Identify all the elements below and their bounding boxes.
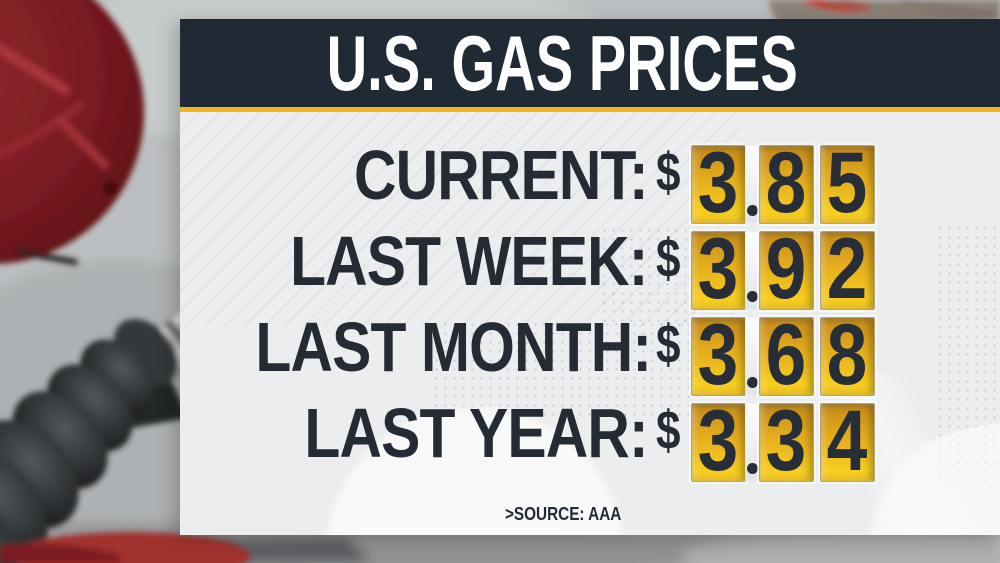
price-digit-tile: 9 xyxy=(759,226,813,312)
price-digit-tile: 3 xyxy=(691,312,745,398)
source-credit: >SOURCE: AAA xyxy=(505,504,622,524)
price-digit: 3 xyxy=(697,134,739,231)
price-digit-tile: 3 xyxy=(691,398,745,484)
page-title: U.S. GAS PRICES xyxy=(326,19,798,107)
price-label-box: LAST WEEK: xyxy=(180,221,649,319)
price-digit: 3 xyxy=(765,392,807,489)
dollar-sign: $ xyxy=(656,313,681,375)
price-digit: 2 xyxy=(826,220,868,317)
dollar-sign: $ xyxy=(656,141,681,203)
price-digit-tile: 2 xyxy=(820,226,874,312)
price-digit-tile: 3 xyxy=(759,398,813,484)
price-label-box: CURRENT: xyxy=(180,135,649,233)
header-bar: U.S. GAS PRICES xyxy=(180,19,1000,107)
price-digit: 5 xyxy=(826,134,868,231)
glove-texture xyxy=(768,0,1000,24)
dollar-sign: $ xyxy=(656,399,681,461)
price-digit: 8 xyxy=(826,306,868,403)
nozzle-bellows xyxy=(0,319,179,563)
decimal-point-gap xyxy=(744,404,760,481)
price-digit-tile: 3 xyxy=(691,140,745,226)
price-digit: 6 xyxy=(765,306,807,403)
decimal-point xyxy=(746,463,758,474)
price-digit-tile: 4 xyxy=(820,398,874,484)
price-digit: 3 xyxy=(697,220,739,317)
decimal-point-gap xyxy=(744,232,760,309)
price-digit-tile: 6 xyxy=(759,312,813,398)
price-label-box: LAST MONTH: xyxy=(180,307,652,405)
price-digit: 3 xyxy=(697,306,739,403)
price-row-label: CURRENT: xyxy=(354,135,649,214)
decimal-point xyxy=(746,291,758,302)
price-row-label: LAST YEAR: xyxy=(304,393,649,472)
price-digit: 9 xyxy=(765,220,807,317)
price-digit-tile: 5 xyxy=(820,140,874,226)
decimal-point xyxy=(746,205,758,216)
price-label-box: LAST YEAR: xyxy=(180,393,649,491)
dollar-sign: $ xyxy=(656,227,681,289)
price-digit-tile: 8 xyxy=(820,312,874,398)
price-digit-tile: 3 xyxy=(691,226,745,312)
decimal-point xyxy=(746,377,758,388)
price-digit: 8 xyxy=(765,134,807,231)
price-digit: 4 xyxy=(826,392,868,489)
gas-can-cap xyxy=(0,0,144,265)
price-row-label: LAST WEEK: xyxy=(290,221,649,300)
decimal-point-gap xyxy=(744,146,760,223)
gold-divider xyxy=(180,107,1000,112)
price-row-label: LAST MONTH: xyxy=(255,307,652,386)
price-digit-tile: 8 xyxy=(759,140,813,226)
price-digit: 3 xyxy=(697,392,739,489)
decimal-point-gap xyxy=(744,318,760,395)
